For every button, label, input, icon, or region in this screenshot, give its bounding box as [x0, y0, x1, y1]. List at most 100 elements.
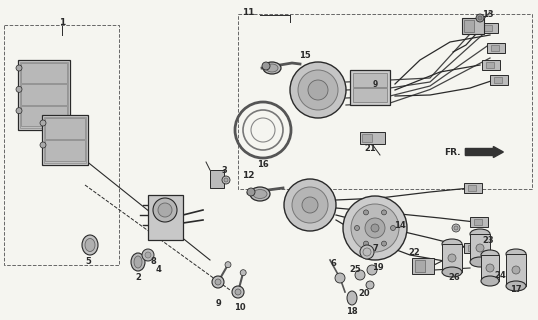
- Text: 8: 8: [150, 258, 156, 267]
- Circle shape: [235, 289, 241, 295]
- Circle shape: [145, 252, 151, 258]
- Circle shape: [212, 276, 224, 288]
- Ellipse shape: [266, 64, 278, 72]
- Circle shape: [142, 249, 154, 261]
- Bar: [412, 258, 434, 274]
- Circle shape: [302, 197, 318, 213]
- Circle shape: [308, 80, 328, 100]
- Circle shape: [486, 264, 494, 272]
- Bar: [486, 62, 494, 68]
- Bar: [464, 183, 482, 193]
- Bar: [464, 243, 482, 253]
- Bar: [4, 25, 119, 265]
- Circle shape: [364, 241, 369, 246]
- Text: 22: 22: [408, 247, 420, 257]
- Circle shape: [360, 245, 374, 259]
- Circle shape: [391, 226, 395, 230]
- Bar: [45, 118, 85, 139]
- Circle shape: [343, 196, 407, 260]
- Circle shape: [240, 270, 246, 276]
- Bar: [448, 260, 456, 266]
- Circle shape: [364, 210, 369, 215]
- Text: 10: 10: [234, 303, 246, 313]
- Bar: [494, 77, 502, 83]
- Bar: [442, 244, 462, 272]
- Text: 16: 16: [257, 159, 269, 169]
- Circle shape: [16, 108, 22, 114]
- Ellipse shape: [442, 267, 462, 277]
- Text: 17: 17: [510, 285, 522, 294]
- Circle shape: [452, 224, 460, 232]
- Bar: [470, 234, 490, 262]
- Bar: [360, 132, 385, 144]
- Circle shape: [366, 281, 374, 289]
- Circle shape: [232, 286, 244, 298]
- Ellipse shape: [82, 235, 98, 255]
- Ellipse shape: [347, 291, 357, 305]
- Bar: [462, 18, 484, 34]
- Text: 25: 25: [349, 266, 361, 275]
- Text: 23: 23: [482, 236, 494, 244]
- Bar: [468, 245, 476, 251]
- Text: 5: 5: [85, 257, 91, 266]
- Bar: [210, 170, 224, 188]
- Circle shape: [478, 16, 482, 20]
- Bar: [45, 140, 85, 161]
- Ellipse shape: [263, 62, 281, 74]
- Bar: [444, 258, 462, 268]
- Circle shape: [512, 266, 520, 274]
- Bar: [487, 43, 505, 53]
- Circle shape: [247, 188, 255, 196]
- Circle shape: [381, 210, 386, 215]
- Circle shape: [365, 218, 385, 238]
- Text: 2: 2: [135, 274, 141, 283]
- Text: 19: 19: [372, 263, 384, 273]
- Bar: [415, 260, 425, 272]
- Bar: [238, 14, 532, 189]
- Ellipse shape: [470, 257, 490, 267]
- Circle shape: [454, 226, 458, 230]
- Bar: [21, 63, 67, 83]
- Text: 24: 24: [494, 270, 506, 279]
- FancyArrow shape: [465, 147, 504, 157]
- Circle shape: [158, 203, 172, 217]
- Bar: [468, 185, 476, 191]
- Text: 14: 14: [394, 220, 406, 229]
- Bar: [482, 60, 500, 70]
- Bar: [470, 217, 488, 227]
- Circle shape: [476, 14, 484, 22]
- Circle shape: [335, 273, 345, 283]
- Bar: [506, 254, 526, 286]
- Bar: [481, 255, 499, 281]
- Bar: [42, 115, 88, 165]
- Text: 26: 26: [448, 274, 460, 283]
- Text: 7: 7: [372, 244, 378, 252]
- Text: 1: 1: [59, 18, 65, 27]
- Ellipse shape: [481, 276, 499, 286]
- Circle shape: [381, 241, 386, 246]
- Circle shape: [225, 262, 231, 268]
- Circle shape: [367, 265, 377, 275]
- Circle shape: [215, 279, 221, 285]
- Ellipse shape: [481, 250, 499, 260]
- Bar: [490, 75, 508, 85]
- Circle shape: [371, 224, 379, 232]
- Text: 3: 3: [221, 165, 227, 174]
- Bar: [362, 134, 372, 142]
- Circle shape: [363, 248, 371, 256]
- Circle shape: [355, 270, 365, 280]
- Text: 11: 11: [242, 7, 254, 17]
- Text: 18: 18: [346, 308, 358, 316]
- Bar: [44, 117, 86, 163]
- Circle shape: [351, 204, 399, 252]
- Bar: [464, 20, 474, 32]
- Circle shape: [448, 254, 456, 262]
- Ellipse shape: [134, 256, 142, 268]
- Bar: [20, 62, 68, 128]
- Text: FR.: FR.: [444, 148, 461, 156]
- Ellipse shape: [470, 229, 490, 239]
- Circle shape: [153, 198, 177, 222]
- Text: 12: 12: [242, 171, 254, 180]
- Circle shape: [40, 120, 46, 126]
- Ellipse shape: [250, 187, 270, 201]
